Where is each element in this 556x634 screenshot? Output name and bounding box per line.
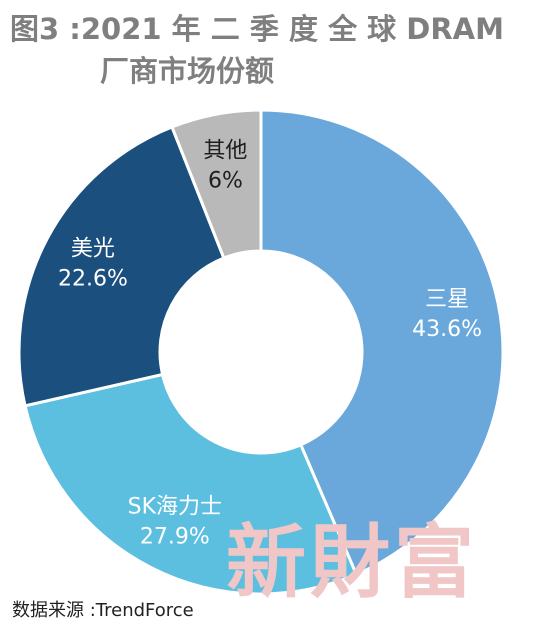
slice-label: 美光 — [71, 236, 115, 261]
slice-item-2 — [17, 125, 226, 408]
slice-item-0 — [259, 108, 505, 577]
slice-sk — [23, 372, 359, 596]
chart-title: 图3 :2021 年 二 季 度 全 球 DRAM 厂商市场份额 — [10, 8, 504, 92]
slice-value-label: 22.6% — [58, 266, 128, 291]
watermark: 新財富 — [226, 515, 478, 609]
slice-item-3 — [170, 108, 263, 261]
slice-label: 三星 — [425, 287, 469, 312]
chart-title-line1: 图3 :2021 年 二 季 度 全 球 DRAM — [10, 12, 504, 46]
source-note: 数据来源 :TrendForce — [12, 600, 194, 621]
slices-layer — [17, 108, 505, 596]
labels-layer: 三星 43.6% SK海力士 27.9% 美光 22.6% 其他 6% — [58, 138, 482, 549]
chart-title-line2: 厂商市场份额 — [100, 54, 275, 88]
slice-label: 其他 — [203, 138, 247, 163]
slice-label: SK海力士 — [128, 494, 222, 519]
slice-value-label: 27.9% — [140, 524, 210, 549]
slice-value-label: 6% — [208, 168, 243, 193]
slice-value-label: 43.6% — [412, 317, 482, 342]
